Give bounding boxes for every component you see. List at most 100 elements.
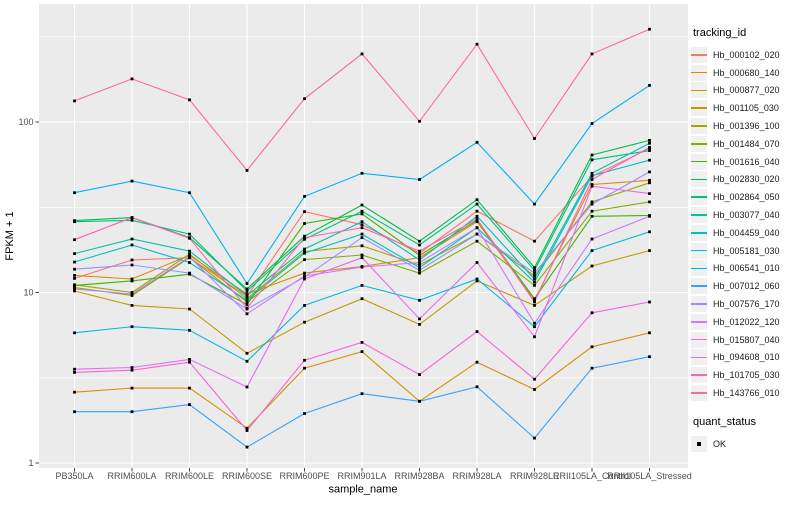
legend-key-swatch xyxy=(691,64,707,81)
svg-text:1: 1 xyxy=(28,458,33,468)
legend-item-Hb_012022_120: Hb_012022_120 xyxy=(691,313,799,331)
legend-item-Hb_015807_040: Hb_015807_040 xyxy=(691,331,799,349)
legend-item-Hb_001616_040: Hb_001616_040 xyxy=(691,153,799,171)
legend-item-Hb_143766_010: Hb_143766_010 xyxy=(691,384,799,402)
legend-item-Hb_002830_020: Hb_002830_020 xyxy=(691,171,799,189)
legend-item-label: Hb_001105_030 xyxy=(713,103,779,114)
legend-key-swatch xyxy=(691,349,707,366)
legend-item-label: Hb_000680_140 xyxy=(713,67,780,78)
panel-background xyxy=(39,4,688,468)
legend-item-Hb_001105_030: Hb_001105_030 xyxy=(691,99,799,117)
series-markers-Hb_007012_060 xyxy=(73,355,651,449)
svg-text:RRIM600SE: RRIM600SE xyxy=(222,471,272,481)
legend-item-label: Hb_015807_040 xyxy=(713,334,780,345)
svg-text:RRIM928LA: RRIM928LA xyxy=(452,471,501,481)
legend-item-label: Hb_006541_010 xyxy=(713,263,780,274)
legend-item-label: Hb_000102_020 xyxy=(713,49,780,60)
series-markers-Hb_094608_010 xyxy=(73,300,651,432)
legend-title-tracking-id: tracking_id xyxy=(693,27,747,39)
legend-item-label: Hb_000877_020 xyxy=(713,85,780,96)
legend-item-Hb_003077_040: Hb_003077_040 xyxy=(691,206,799,224)
legend-key-swatch xyxy=(691,46,707,63)
series-markers-Hb_101705_030 xyxy=(73,146,651,310)
svg-text:100: 100 xyxy=(18,117,33,127)
legend-key-swatch xyxy=(691,100,707,117)
svg-text:RRIM600PE: RRIM600PE xyxy=(279,471,329,481)
legend-gap xyxy=(691,402,799,416)
svg-text:RRIM600LE: RRIM600LE xyxy=(165,471,214,481)
legend-item-Hb_007012_060: Hb_007012_060 xyxy=(691,277,799,295)
legend-key-swatch xyxy=(691,242,707,259)
legend-item-label: Hb_094608_010 xyxy=(713,352,780,363)
x-axis-title: sample_name xyxy=(328,484,397,496)
axis-ticks xyxy=(35,121,650,472)
svg-text:10: 10 xyxy=(23,288,33,298)
legend-key-swatch xyxy=(691,260,707,277)
legend-key-swatch xyxy=(691,385,707,402)
svg-text:PB350LA: PB350LA xyxy=(55,471,93,481)
legend-item-label: OK xyxy=(713,438,727,449)
minor-gridlines xyxy=(39,36,688,379)
legend-key-point xyxy=(691,435,707,452)
series-markers-Hb_005181_030 xyxy=(73,230,651,363)
series-markers-Hb_000680_140 xyxy=(73,178,651,302)
series-markers-Hb_002864_050 xyxy=(73,149,651,293)
y-axis-title: FPKM + 1 xyxy=(4,211,16,260)
legend-item-label: Hb_002830_020 xyxy=(713,174,780,185)
legend-item-Hb_004459_040: Hb_004459_040 xyxy=(691,224,799,242)
legend-item-label: Hb_101705_030 xyxy=(713,370,780,381)
series-markers-Hb_003077_040 xyxy=(73,141,651,297)
y-tick-labels: 100 10 1 xyxy=(18,117,33,468)
svg-text:RRIM600LA: RRIM600LA xyxy=(107,471,156,481)
legend-item-label: Hb_004459_040 xyxy=(713,227,780,238)
legend-item-label: Hb_005181_030 xyxy=(713,245,780,256)
legend-item-label: Hb_007576_170 xyxy=(713,299,780,310)
legend-key-swatch xyxy=(691,367,707,384)
legend-item-Hb_002864_050: Hb_002864_050 xyxy=(691,188,799,206)
legend-item-label: Hb_007012_060 xyxy=(713,281,780,292)
legend-item-label: Hb_001616_040 xyxy=(713,156,780,167)
series-markers-Hb_006541_010 xyxy=(73,84,651,285)
legend-key-swatch xyxy=(691,296,707,313)
legend-key-swatch xyxy=(691,82,707,99)
legend-item-Hb_000877_020: Hb_000877_020 xyxy=(691,82,799,100)
svg-text:RRIM928LE: RRIM928LE xyxy=(510,471,559,481)
legend-item-Hb_001484_070: Hb_001484_070 xyxy=(691,135,799,153)
legend-item-Hb_094608_010: Hb_094608_010 xyxy=(691,349,799,367)
legend-key-swatch xyxy=(691,153,707,170)
legend: tracking_id Hb_000102_020 Hb_000680_140 Hb… xyxy=(691,27,799,453)
legend-item-label: Hb_001484_070 xyxy=(713,138,780,149)
legend-item-label: Hb_002864_050 xyxy=(713,192,780,203)
legend-key-swatch xyxy=(691,171,707,188)
legend-shape-items: OK xyxy=(691,435,799,453)
x-tick-labels: PB350LA RRIM600LA RRIM600LE RRIM600SE RRIM60… xyxy=(55,471,691,481)
legend-item-Hb_000102_020: Hb_000102_020 xyxy=(691,46,799,64)
legend-item-Hb_001396_100: Hb_001396_100 xyxy=(691,117,799,135)
legend-item-Hb_005181_030: Hb_005181_030 xyxy=(691,242,799,260)
legend-item-label: Hb_003077_040 xyxy=(713,210,780,221)
legend-item-label: Hb_001396_100 xyxy=(713,121,780,132)
svg-text:RRIM928BA: RRIM928BA xyxy=(394,471,444,481)
legend-item-label: Hb_012022_120 xyxy=(713,316,780,327)
legend-key-swatch xyxy=(691,278,707,295)
series-markers-Hb_143766_010 xyxy=(73,27,651,172)
svg-text:RRII105LA_Stressed: RRII105LA_Stressed xyxy=(607,471,692,481)
series-markers-Hb_015807_040 xyxy=(73,184,651,389)
legend-key-swatch xyxy=(691,331,707,348)
svg-text:RRII105LA_Control: RRII105LA_Control xyxy=(553,471,631,481)
legend-item-Hb_007576_170: Hb_007576_170 xyxy=(691,295,799,313)
series-markers-Hb_001105_030 xyxy=(73,249,651,355)
legend-item-Hb_101705_030: Hb_101705_030 xyxy=(691,366,799,384)
legend-key-swatch xyxy=(691,118,707,135)
svg-text:RRIM901LA: RRIM901LA xyxy=(337,471,386,481)
legend-item-quant-OK: OK xyxy=(691,435,799,453)
legend-item-label: Hb_143766_010 xyxy=(713,388,780,399)
legend-key-swatch xyxy=(691,313,707,330)
legend-key-swatch xyxy=(691,207,707,224)
major-gridlines xyxy=(39,4,688,468)
legend-item-Hb_000680_140: Hb_000680_140 xyxy=(691,64,799,82)
series-markers-Hb_012022_120 xyxy=(73,214,651,325)
legend-key-swatch xyxy=(691,135,707,152)
